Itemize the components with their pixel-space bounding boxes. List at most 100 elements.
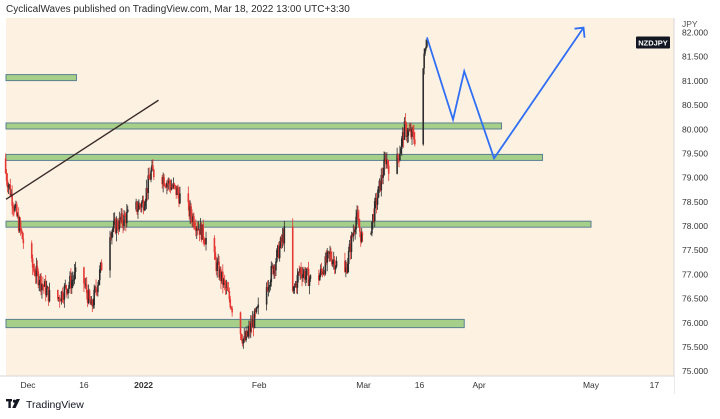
candle-body [425,46,427,49]
candle-body [226,287,229,291]
candle-body [88,290,91,299]
candle-body [146,188,149,193]
candle-body [122,223,124,226]
candle-body [43,285,45,287]
candle-body [373,200,376,221]
price-tick-label: 76.000 [682,318,708,328]
candle-body [147,175,150,193]
price-tick-label: 81.000 [682,76,708,86]
candle-body [355,216,357,230]
candle-body [381,174,384,178]
candle-body [10,193,13,196]
candle-body [271,265,274,267]
candle-body [86,293,89,303]
candle-body [218,261,220,278]
candle-body [201,224,204,240]
candle-body [398,158,400,161]
candle-body [16,215,19,217]
candle-body [71,279,74,281]
candle-body [380,174,383,191]
candle-body [322,271,325,275]
candle-body [328,251,330,254]
candle-body [112,221,115,229]
candle-body [409,129,411,131]
candle-body [265,286,268,305]
candle-body [400,138,403,149]
candle-body [352,232,355,237]
candle-body [347,251,350,264]
sr-zone[interactable] [5,153,544,161]
candle-body [354,229,356,233]
time-axis[interactable]: Dec 16 2022 Feb Mar 16 Apr May 17 [0,375,674,394]
candle-body [166,182,168,188]
candle-body [48,290,51,302]
zones-layer [5,74,592,329]
candle-body [329,252,331,254]
candle-body [191,216,193,222]
chart-area[interactable]: JPY 82.000 81.500 81.000 80.500 80.000 79.500 7… [0,18,720,394]
candle-body [252,319,255,328]
candle-body [345,267,347,272]
candle-body [413,132,415,140]
candle-body [423,53,425,69]
candle-body [361,233,364,235]
candle-body [117,228,120,230]
candle-body [21,231,24,239]
candle-body [167,180,170,184]
candle-body [125,216,127,224]
candle-body [397,154,399,159]
candle-body [196,228,199,230]
candle-body [244,336,246,340]
candle-body [334,266,337,270]
trendline[interactable] [5,99,159,200]
candle-body [281,234,284,242]
candle-body [87,290,90,303]
candle-body [8,184,11,186]
candle-body [424,48,426,54]
candle-body [324,256,327,274]
candle-body [254,310,257,312]
candle-body [96,290,98,293]
candle-body [215,259,218,271]
symbol-badge[interactable] [636,36,670,49]
candle-body [296,275,299,288]
sr-zone[interactable] [5,318,465,329]
candle-body [241,339,244,344]
candle-body [304,271,306,280]
candle-body [174,185,177,187]
candle-body [7,185,10,188]
candle-body [163,177,165,186]
projection-path[interactable] [426,27,585,161]
candle-body [89,298,92,305]
candle-body [360,233,363,242]
sr-zone[interactable] [5,220,592,228]
candle-body [74,267,77,272]
candle-body [306,268,309,270]
candle-body [402,132,405,140]
candle-body [37,271,40,286]
candle-body [387,165,390,174]
candle-body [248,326,250,332]
candle-body [400,148,402,154]
candle-body [60,291,63,302]
candle-body [257,304,260,308]
candle-body [173,183,176,186]
candle-body [223,279,226,284]
candle-body [404,121,407,125]
candle-body [197,228,200,230]
candle-body [120,213,123,221]
footer-brand: TradingView [26,399,84,411]
candle-body [68,285,70,289]
sr-zone[interactable] [5,74,77,82]
candle-body [330,252,332,259]
candle-body [300,268,302,274]
sr-zone[interactable] [5,122,503,130]
candle-body [374,197,377,201]
candle-body [6,180,9,188]
candle-body [149,178,151,180]
candle-body [359,231,362,242]
candle-body [61,291,64,300]
candle-body [243,336,246,340]
